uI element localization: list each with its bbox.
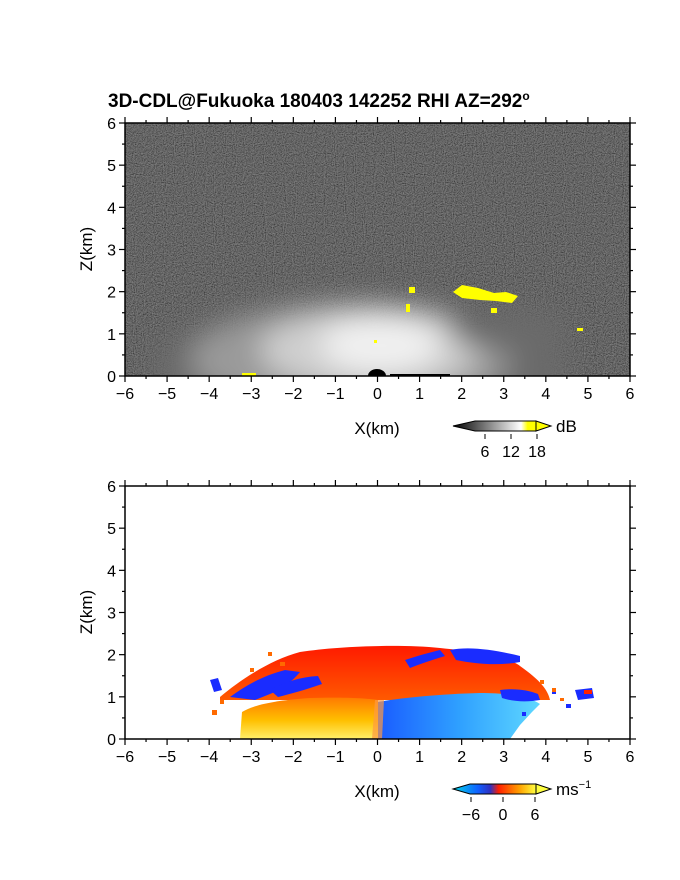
x-tick-label: −1 [326,749,344,766]
x-tick-label: 2 [457,749,466,766]
colorbar-tick-label: 12 [502,444,520,461]
x-tick-label: −4 [200,749,218,766]
x-tick-label: −4 [200,386,218,403]
y-axis-label: Z(km) [77,590,96,634]
x-tick-label: −5 [158,749,176,766]
velocity-field [210,645,594,739]
colorbar-tick-label: 0 [499,807,508,824]
colorbar-db-unit: dB [556,417,577,436]
colorbar-db: 6 12 18 dB [452,417,577,461]
x-tick-label: 2 [457,386,466,403]
origin-marker [368,369,386,376]
y-tick-label: 4 [107,563,116,580]
high-return-patches [242,285,583,376]
y-tick-label: 2 [107,285,116,302]
x-axis-label: X(km) [354,782,399,801]
y-tick-label: 6 [107,479,116,496]
y-tick-label: 5 [107,521,116,538]
x-tick-label: 5 [583,386,592,403]
colorbar-velocity-unit: ms−1 [556,779,591,799]
x-tick-label: −6 [116,749,134,766]
backscatter-field [125,123,630,376]
x-tick-label: 4 [541,749,550,766]
colorbar-db-ticks: 6 12 18 [481,434,546,461]
colorbar-velocity-ticks: −6 0 6 [462,797,540,824]
orange-speckles [212,652,592,715]
colorbar-tick-label: 18 [528,444,546,461]
y-tick-label: 6 [107,116,116,133]
x-tick-label: 0 [373,749,382,766]
chart-title: 3D-CDL@Fukuoka 180403 142252 RHI AZ=292o [108,89,530,112]
x-tick-label: 5 [583,749,592,766]
x-tick-label: 3 [499,386,508,403]
y-tick-label: 0 [107,732,116,749]
colorbar-velocity: −6 0 6 ms−1 [451,779,591,824]
x-tick-label: 3 [499,749,508,766]
y-tick-label: 3 [107,606,116,623]
velocity-panel: −6 −5 −4 −3 −2 −1 0 1 2 3 4 5 6 0 1 2 3 4 5 6 X(km) Z(km) [77,479,636,801]
x-tick-label: −3 [242,749,260,766]
x-tick-label: −2 [284,386,302,403]
x-tick-label: −3 [242,386,260,403]
axes: −6 −5 −4 −3 −2 −1 0 1 2 3 4 5 6 0 1 2 3 4 5 6 [107,479,636,766]
axes: −6 −5 −4 −3 −2 −1 0 1 2 3 4 5 6 0 1 2 3 4 5 6 [107,116,636,403]
y-tick-label: 0 [107,369,116,386]
y-tick-label: 2 [107,648,116,665]
colorbar-tick-label: 6 [481,444,490,461]
x-axis-label: X(km) [354,419,399,438]
x-tick-label: 1 [415,386,424,403]
x-tick-label: −5 [158,386,176,403]
x-tick-label: 6 [626,749,635,766]
x-tick-label: 4 [541,386,550,403]
x-tick-label: 1 [415,749,424,766]
x-tick-label: 0 [373,386,382,403]
backscatter-panel: −6 −5 −4 −3 −2 −1 0 1 2 3 4 5 6 0 1 2 3 4 5 6 X(km) Z(km) [77,116,636,438]
y-axis-label: Z(km) [77,227,96,271]
x-tick-label: −2 [284,749,302,766]
y-tick-label: 4 [107,200,116,217]
y-tick-label: 1 [107,327,116,344]
y-tick-label: 5 [107,158,116,175]
x-tick-label: −6 [116,386,134,403]
x-tick-label: −1 [326,386,344,403]
y-tick-label: 3 [107,243,116,260]
x-tick-label: 6 [626,386,635,403]
colorbar-tick-label: 6 [531,807,540,824]
colorbar-tick-label: −6 [462,807,480,824]
y-tick-label: 1 [107,690,116,707]
